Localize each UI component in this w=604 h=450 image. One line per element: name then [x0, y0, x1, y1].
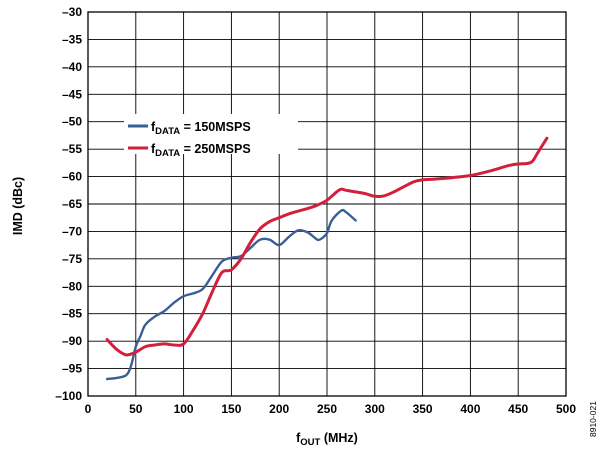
- y-tick-label: –100: [55, 389, 82, 403]
- legend-label-250msps: fDATA = 250MSPS: [151, 142, 251, 159]
- x-axis-ticks: 0 50 100 150 200 250 300 350 400 450 500: [85, 402, 577, 416]
- x-tick-label: 300: [365, 402, 385, 416]
- x-axis-label: fOUT (MHz): [296, 431, 358, 448]
- legend-label-150msps: fDATA = 150MSPS: [151, 120, 251, 137]
- y-tick-label: –60: [62, 170, 82, 184]
- y-tick-label: –75: [62, 252, 82, 266]
- y-tick-label: –35: [62, 32, 82, 46]
- grid: [87, 11, 567, 397]
- y-tick-label: –85: [62, 307, 82, 321]
- x-tick-label: 100: [174, 402, 194, 416]
- y-axis-label: IMD (dBc): [11, 177, 25, 235]
- x-tick-label: 200: [269, 402, 289, 416]
- x-tick-label: 500: [556, 402, 576, 416]
- x-tick-label: 150: [221, 402, 241, 416]
- y-axis-ticks: –30 –35 –40 –45 –50 –55 –60 –65 –70 –75 –80 –85 –90 –…: [55, 5, 82, 403]
- x-tick-label: 450: [508, 402, 528, 416]
- y-tick-label: –55: [62, 142, 82, 156]
- y-tick-label: –65: [62, 197, 82, 211]
- series-layer: [105, 136, 549, 381]
- x-tick-label: 400: [460, 402, 480, 416]
- y-tick-label: –45: [62, 87, 82, 101]
- y-tick-label: –40: [62, 60, 82, 74]
- y-tick-label: –70: [62, 224, 82, 238]
- series-line-250msps: [105, 136, 549, 357]
- x-tick-label: 0: [85, 402, 92, 416]
- figure-id: 8910-021: [588, 401, 598, 437]
- x-tick-label: 250: [317, 402, 337, 416]
- x-tick-label: 350: [413, 402, 433, 416]
- y-tick-label: –95: [62, 362, 82, 376]
- legend: fDATA = 150MSPS fDATA = 250MSPS: [124, 114, 298, 159]
- series-line-150msps: [105, 208, 357, 381]
- y-tick-label: –80: [62, 279, 82, 293]
- y-tick-label: –90: [62, 334, 82, 348]
- legend-box: [124, 114, 298, 154]
- y-tick-label: –50: [62, 115, 82, 129]
- x-tick-label: 50: [129, 402, 143, 416]
- y-tick-label: –30: [62, 5, 82, 19]
- plot-frame: [87, 11, 567, 397]
